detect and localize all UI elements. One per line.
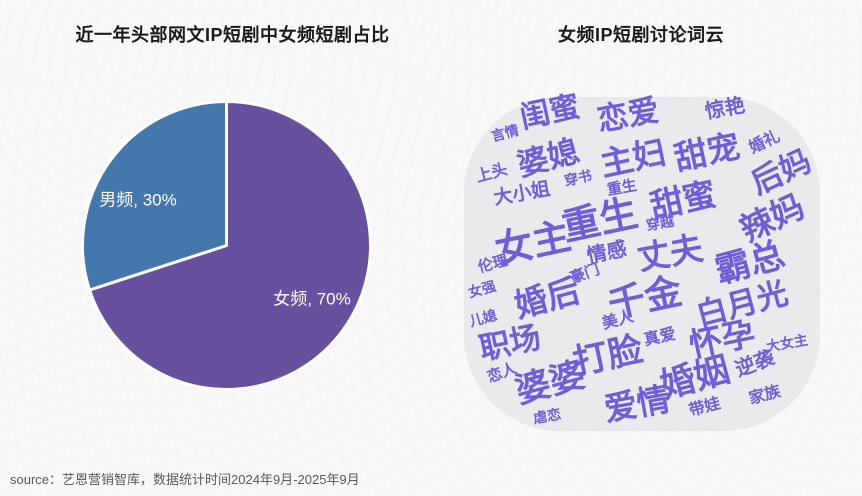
pie-svg bbox=[81, 100, 372, 391]
wordcloud-word: 带娃 bbox=[687, 395, 723, 420]
pie-chart-title: 近一年头部网文IP短剧中女频短剧占比 bbox=[75, 25, 390, 45]
wordcloud-word: 打脸 bbox=[569, 329, 647, 383]
wordcloud-word: 恋爱 bbox=[594, 92, 662, 138]
wordcloud-word: 后妈 bbox=[745, 143, 817, 201]
wordcloud-word: 丈夫 bbox=[634, 229, 706, 277]
wordcloud-word: 穿越 bbox=[644, 212, 676, 234]
wordcloud-word: 家族 bbox=[747, 383, 783, 408]
wordcloud-word: 辣妈 bbox=[734, 187, 810, 249]
wordcloud-word: 婚姻 bbox=[656, 350, 734, 406]
wordcloud-word: 虐恋 bbox=[531, 405, 563, 427]
pie-slice bbox=[81, 100, 228, 292]
wordcloud-word: 职场 bbox=[476, 319, 544, 367]
wordcloud-word: 千金 bbox=[604, 270, 686, 326]
wordcloud-word: 真爱 bbox=[642, 325, 678, 350]
wordcloud-word: 婆婆 bbox=[511, 355, 589, 411]
wordcloud-word: 女强 bbox=[466, 277, 498, 301]
wordcloud: 闺蜜 恋爱 惊艳 言情 婆媳 主妇 甜宠 婚礼 后妈 上头 大小姐 穿书 重生 甜蜜 辣妈 重生 穿越 女主 情感丈… bbox=[464, 90, 820, 431]
wordcloud-word: 穿书 bbox=[562, 167, 594, 189]
wordcloud-word: 上头 bbox=[474, 161, 510, 186]
wordcloud-word: 甜蜜 bbox=[646, 175, 720, 225]
wordcloud-word: 婚礼 bbox=[746, 128, 783, 158]
wordcloud-word: 婆媳 bbox=[513, 133, 583, 183]
wordcloud-word: 甜宠 bbox=[670, 127, 744, 177]
wordcloud-word: 怀孕 bbox=[685, 314, 759, 364]
wordcloud-word: 主妇 bbox=[596, 133, 670, 183]
wordcloud-word: 伦理 bbox=[476, 251, 510, 277]
wordcloud-word: 大女主 bbox=[764, 331, 810, 355]
wordcloud-word: 情感 bbox=[585, 238, 629, 268]
wordcloud-word: 大小姐 bbox=[492, 178, 552, 210]
wordcloud-word: 白月光 bbox=[692, 275, 792, 333]
wordcloud-word: 婚后 bbox=[510, 271, 584, 325]
wordcloud-word: 美人 bbox=[600, 308, 636, 333]
wordcloud-word: 霸总 bbox=[711, 235, 789, 291]
wordcloud-word: 重生 bbox=[605, 177, 639, 199]
source-text: source：艺恩营销智库，数据统计时间2024年9月-2025年9月 bbox=[10, 472, 360, 487]
wordcloud-word: 逆袭 bbox=[732, 346, 778, 382]
wordcloud-word: 重生 bbox=[558, 192, 642, 250]
wordcloud-word: 豪门 bbox=[567, 260, 603, 288]
wordcloud-word: 闺蜜 bbox=[517, 90, 583, 135]
wordcloud-word: 爱情 bbox=[601, 380, 673, 428]
wordcloud-word: 言情 bbox=[489, 121, 521, 145]
wordcloud-word: 女主 bbox=[491, 215, 575, 273]
wordcloud-word: 儿媳 bbox=[467, 306, 499, 330]
pie-slice bbox=[88, 100, 372, 391]
wordcloud-title: 女频IP短剧讨论词云 bbox=[557, 25, 724, 45]
pie-chart: 女频, 70% 男频, 30% bbox=[80, 99, 373, 392]
wordcloud-word: 恋人 bbox=[484, 359, 520, 387]
wordcloud-word: 惊艳 bbox=[703, 94, 747, 124]
